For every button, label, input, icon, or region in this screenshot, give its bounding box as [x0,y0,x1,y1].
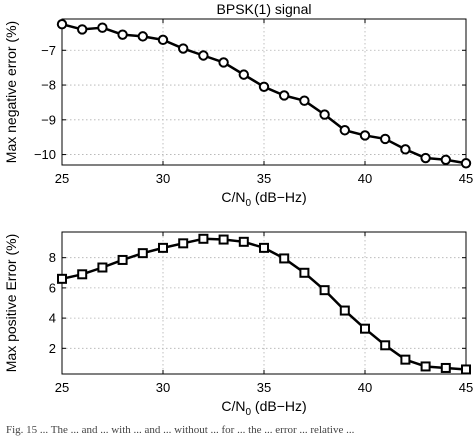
pos-data-point [259,242,269,253]
neg-data-point [460,158,472,169]
pos-data-point [77,269,88,280]
pos-y-tick-label: 6 [49,280,56,295]
neg-data-point [400,144,411,155]
neg-data-point [97,22,108,33]
neg-data-point [157,34,169,46]
neg-data-point [178,43,189,54]
neg-x-tick-label: 40 [358,171,372,186]
neg-data-point [137,31,149,42]
neg-x-tick-label: 45 [459,171,473,186]
neg-x-axis-label: C/N0 (dB−Hz) [221,189,306,209]
neg-y-tick-label: −8 [41,78,56,93]
neg-data-point [299,95,310,106]
pos-data-point [400,354,411,365]
pos-data-point [218,234,229,245]
positive-error-chart: 25 30 35 40 45 2 4 6 8 C/N0 (dB−Hz) Max positive E… [3,231,473,418]
neg-data-point [56,19,68,30]
neg-x-tick-label: 25 [55,171,69,186]
pos-data-point [137,248,148,259]
neg-chart-title: BPSK(1) signal [217,1,312,17]
neg-y-axis-label: Max negative error (%) [3,21,19,163]
neg-data-point [359,130,371,141]
pos-data-point [380,340,391,351]
neg-data-point [420,152,431,164]
neg-data-point [238,69,250,80]
neg-data-point [218,57,229,68]
figure-caption: Fig. 15 ... The ... and ... with ... and… [6,424,355,436]
pos-x-tick-label: 35 [257,380,271,395]
pos-x-axis-label: C/N0 (dB−Hz) [221,398,306,418]
pos-data-point [97,262,108,273]
neg-data-point [319,109,330,120]
neg-x-tick-label: 35 [257,171,271,186]
negative-error-chart: 25 30 35 40 45 −10 −9 −8 −7 BPSK(1) signal C/N0 (d… [3,1,473,209]
pos-data-point [319,285,330,296]
pos-data-point [57,273,67,284]
pos-x-tick-label: 40 [358,380,372,395]
pos-data-point [238,236,249,247]
pos-data-point [198,233,209,244]
pos-data-point [117,254,128,265]
pos-x-tick-label: 45 [459,380,473,395]
neg-data-point [380,133,391,145]
neg-y-tick-label: −7 [41,43,56,58]
pos-y-tick-label: 2 [49,341,56,356]
pos-data-point [440,362,451,373]
pos-data-point [360,323,370,334]
pos-x-tick-label: 25 [55,380,69,395]
neg-data-point [279,90,290,101]
pos-data-point [339,305,350,316]
pos-y-axis-label: Max positive Error (%) [3,234,19,372]
neg-x-tick-label: 30 [156,171,170,186]
neg-y-tick-label: −10 [34,147,56,162]
neg-data-point [440,154,451,165]
pos-y-tick-label: 8 [49,250,56,265]
neg-y-tick-label: −9 [41,112,56,127]
neg-data-point [117,29,128,40]
neg-data-point [77,24,88,35]
neg-series-line [61,22,467,165]
pos-data-point [420,361,431,372]
pos-data-point [178,238,189,249]
neg-data-point [258,81,270,92]
pos-x-tick-label: 30 [156,380,170,395]
pos-data-point [461,364,471,375]
pos-data-point [279,253,290,264]
pos-data-point [158,242,168,253]
pos-data-point [299,267,310,278]
neg-data-point [198,50,209,61]
pos-y-tick-label: 4 [49,311,56,326]
neg-data-point [339,125,350,136]
